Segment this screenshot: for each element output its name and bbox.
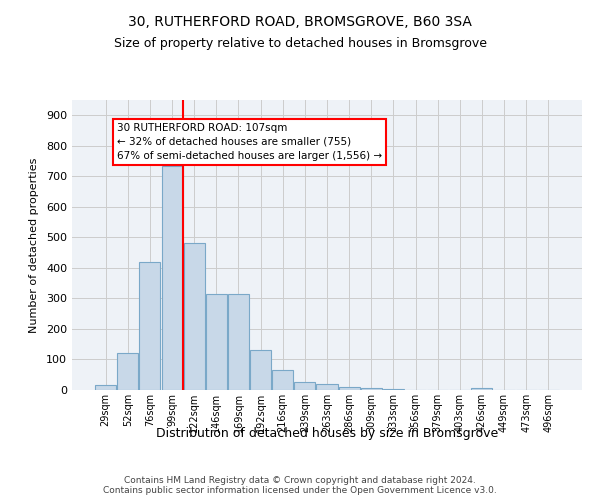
Bar [139,262,160,390]
Bar [206,294,227,390]
Text: Distribution of detached houses by size in Bromsgrove: Distribution of detached houses by size … [156,428,498,440]
Bar [316,384,338,390]
Bar [95,384,116,390]
Bar [338,387,359,390]
Bar [118,353,139,390]
Bar [472,388,493,390]
Y-axis label: Number of detached properties: Number of detached properties [29,158,39,332]
Bar [250,350,271,390]
Bar [228,294,249,390]
Bar [361,388,382,390]
Bar [272,370,293,390]
Bar [184,244,205,390]
Text: 30, RUTHERFORD ROAD, BROMSGROVE, B60 3SA: 30, RUTHERFORD ROAD, BROMSGROVE, B60 3SA [128,15,472,29]
Text: 30 RUTHERFORD ROAD: 107sqm
← 32% of detached houses are smaller (755)
67% of sem: 30 RUTHERFORD ROAD: 107sqm ← 32% of deta… [117,123,382,161]
Bar [295,382,316,390]
Text: Size of property relative to detached houses in Bromsgrove: Size of property relative to detached ho… [113,38,487,51]
Bar [161,166,182,390]
Text: Contains HM Land Registry data © Crown copyright and database right 2024.
Contai: Contains HM Land Registry data © Crown c… [103,476,497,495]
